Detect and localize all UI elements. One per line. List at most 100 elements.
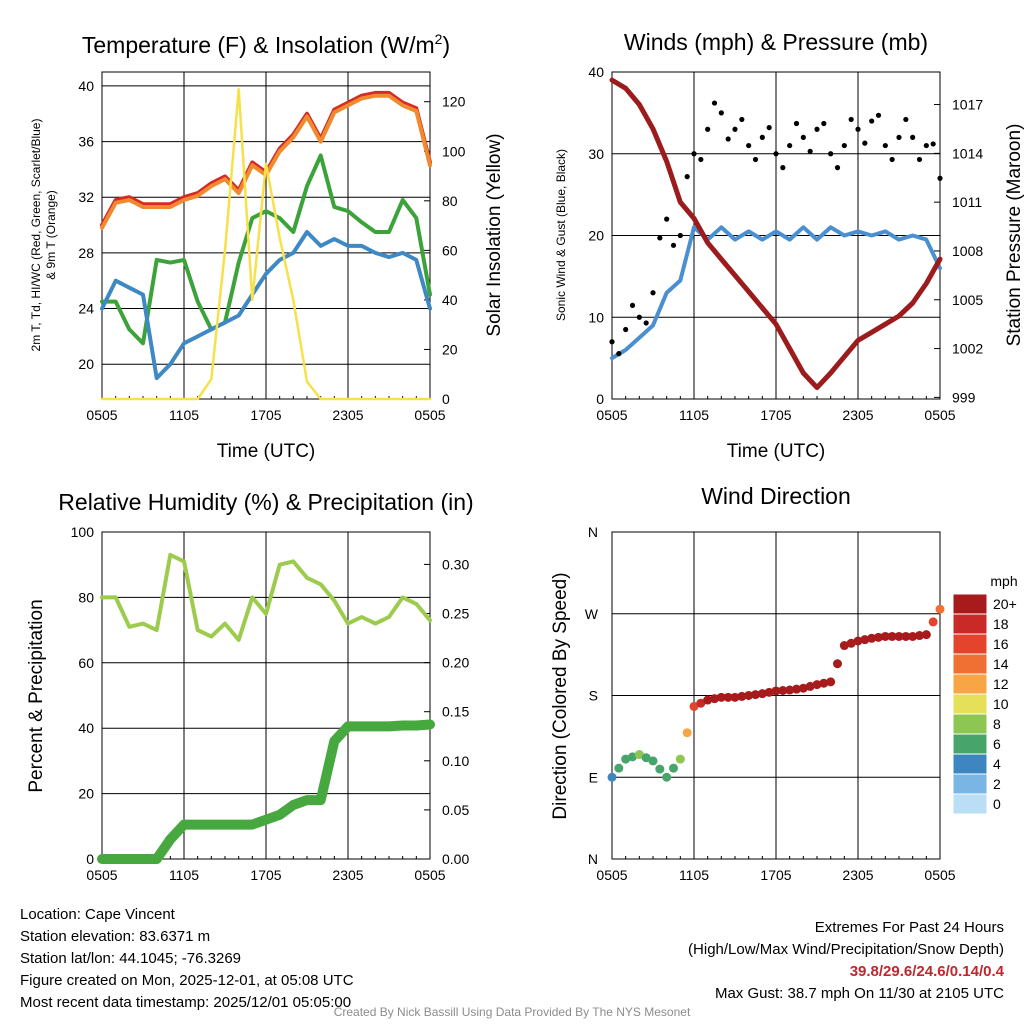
gust-point xyxy=(807,148,813,154)
x-tick-label: 0505 xyxy=(924,407,955,423)
x-tick-label: 0505 xyxy=(414,867,445,883)
direction-point xyxy=(641,753,651,763)
legend-label: 16 xyxy=(993,636,1009,652)
y2-tick-label: 0.20 xyxy=(442,655,469,671)
y-tick-label: S xyxy=(589,688,598,704)
direction-point xyxy=(908,631,918,641)
gust-point xyxy=(896,134,902,140)
y-tick-label: 0 xyxy=(86,851,94,867)
extremes-panel: Extremes For Past 24 Hours (High/Low/Max… xyxy=(688,917,1004,1005)
y2-axis-label: Station Pressure (Maroon) xyxy=(1004,124,1024,347)
direction-point xyxy=(764,687,774,697)
y-axis-label: 2m T, Td, HI/WC (Red, Green, Scarlet/Blu… xyxy=(29,119,43,352)
y-tick-label: 20 xyxy=(78,356,94,372)
direction-point xyxy=(887,631,897,641)
direction-point xyxy=(798,683,808,693)
gust-point xyxy=(787,142,793,149)
gust-point xyxy=(903,116,909,123)
y-tick-label: 0 xyxy=(596,391,604,407)
y-axis-label-line2: & 9m T (Orange) xyxy=(44,190,58,280)
gust-point xyxy=(910,134,916,140)
x-tick-label: 2305 xyxy=(332,407,363,423)
direction-point xyxy=(614,763,624,773)
gust-point xyxy=(821,120,827,127)
direction-point xyxy=(867,633,877,643)
gust-point xyxy=(691,151,697,157)
gust-point xyxy=(848,116,854,123)
series-line-sonic-wind xyxy=(610,225,942,361)
direction-point xyxy=(874,632,883,642)
y2-tick-label: 80 xyxy=(442,193,458,209)
direction-point xyxy=(935,604,945,614)
x-tick-label: 1105 xyxy=(169,867,199,883)
direction-point xyxy=(662,772,672,782)
gust-point xyxy=(616,351,622,357)
legend-swatch xyxy=(952,793,988,815)
x-tick-label: 0505 xyxy=(414,407,445,423)
gust-point xyxy=(677,232,683,239)
direction-point xyxy=(730,692,740,702)
direction-point xyxy=(689,701,699,711)
legend-label: 20+ xyxy=(993,596,1017,612)
direction-point xyxy=(846,638,856,648)
gust-point xyxy=(855,126,861,132)
y2-tick-label: 100 xyxy=(442,143,466,159)
series-line-relative-humidity xyxy=(100,552,432,642)
gust-point xyxy=(711,100,718,106)
direction-point xyxy=(785,685,795,695)
y-tick-label: N xyxy=(588,851,598,867)
station-info: Location: Cape Vincent Station elevation… xyxy=(20,904,354,1014)
legend-swatch xyxy=(952,713,988,735)
x-tick-label: 1705 xyxy=(760,867,791,883)
direction-point xyxy=(710,694,719,704)
gust-point xyxy=(841,142,847,149)
panel-2-frame xyxy=(101,531,431,860)
gust-point xyxy=(869,118,875,124)
direction-point xyxy=(751,690,760,700)
direction-point xyxy=(655,764,665,774)
legend-label: 14 xyxy=(993,656,1009,672)
legend-swatch xyxy=(952,613,988,635)
created-text: Figure created on Mon, 2025-12-01, at 05… xyxy=(20,972,354,989)
x-tick-label: 1105 xyxy=(169,407,199,423)
x-tick-label: 1705 xyxy=(250,407,281,423)
y-axis-label: Percent & Precipitation xyxy=(26,599,47,792)
gust-point xyxy=(732,126,738,132)
direction-point xyxy=(928,617,938,627)
chart-title-humidity: Relative Humidity (%) & Precipitation (i… xyxy=(58,489,473,515)
y2-tick-label: 0.00 xyxy=(442,851,469,867)
legend-label: 4 xyxy=(993,756,1001,772)
x-tick-label: 1105 xyxy=(679,407,709,423)
gust-point xyxy=(650,290,656,296)
gust-point xyxy=(643,320,649,326)
x-tick-label: 0505 xyxy=(596,407,627,423)
y2-tick-label: 120 xyxy=(442,94,466,110)
series-line-hi-wc xyxy=(100,230,432,381)
y2-tick-label: 60 xyxy=(442,242,458,258)
chart-title-wind-direction: Wind Direction xyxy=(701,483,851,509)
y-tick-label: 10 xyxy=(588,309,604,325)
y-tick-label: 24 xyxy=(78,301,94,317)
y2-tick-label: 1002 xyxy=(952,341,983,357)
gust-point xyxy=(664,216,670,222)
gust-point xyxy=(725,136,731,142)
gust-point xyxy=(889,156,895,163)
legend-label: 2 xyxy=(993,776,1001,792)
x-tick-label: 0505 xyxy=(924,867,955,883)
legend-swatch xyxy=(952,733,988,755)
y-tick-label: E xyxy=(589,769,598,785)
gust-point xyxy=(916,156,923,163)
legend-swatch xyxy=(952,773,988,795)
direction-point xyxy=(634,750,644,760)
direction-point xyxy=(792,684,801,694)
latlon-text: Station lat/lon: 44.1045; -76.3269 xyxy=(20,950,242,967)
gust-point xyxy=(793,120,800,127)
recent-timestamp-text: Most recent data timestamp: 2025/12/01 0… xyxy=(20,994,352,1011)
x-tick-label: 0505 xyxy=(596,867,627,883)
direction-point xyxy=(723,692,733,702)
y2-tick-label: 1014 xyxy=(952,145,983,161)
gust-point xyxy=(814,126,820,132)
gust-point xyxy=(862,140,868,146)
x-tick-label: 1705 xyxy=(760,407,791,423)
direction-point xyxy=(901,631,911,641)
